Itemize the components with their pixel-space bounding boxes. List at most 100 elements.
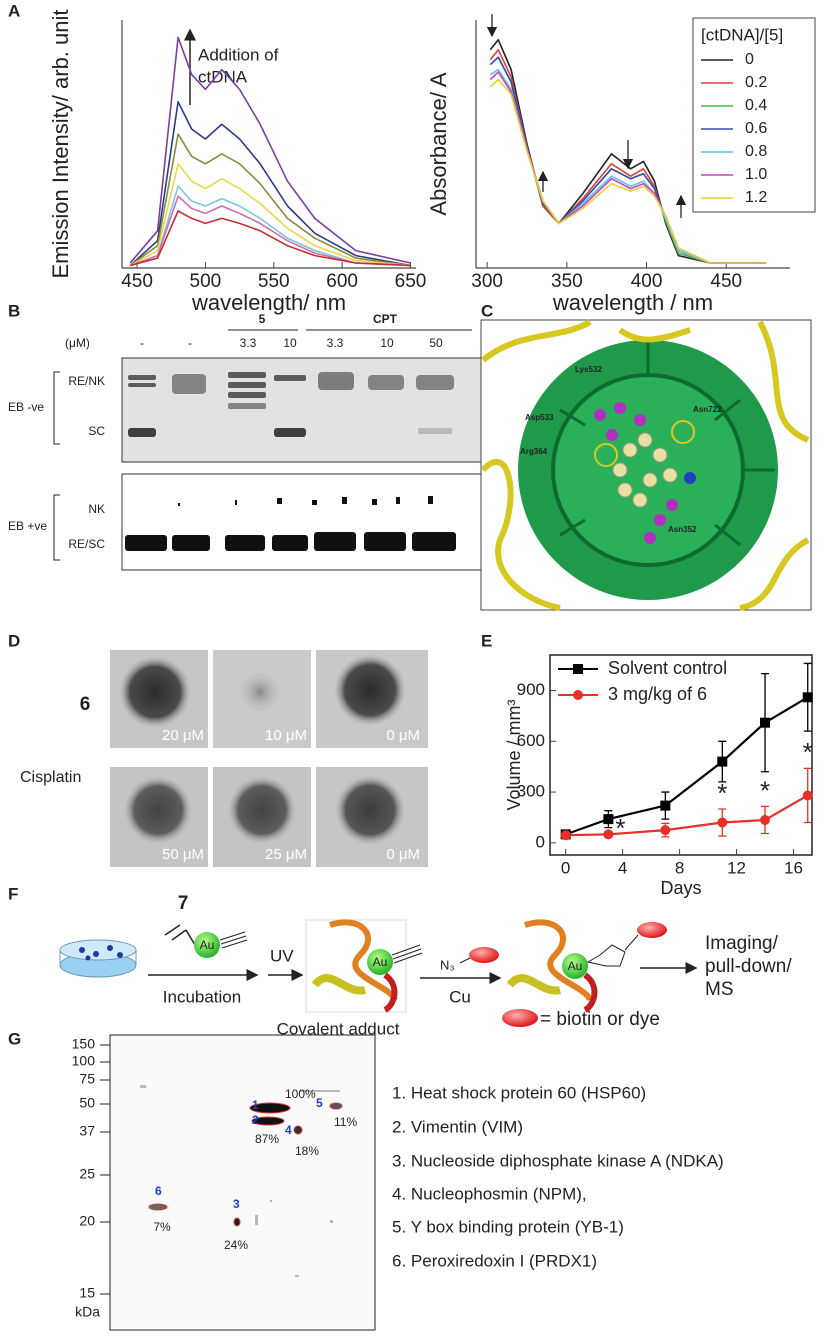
legend-marker — [573, 690, 583, 700]
residue-label: Lys532 — [575, 365, 602, 374]
product-label: Covalent adduct — [277, 1019, 400, 1038]
gel-image — [109, 1034, 376, 1331]
series-line — [129, 185, 411, 267]
concentration: 0 μM — [386, 846, 420, 863]
metal-label: Au — [200, 938, 215, 952]
marker — [603, 814, 614, 825]
x-axis-label: Days — [660, 878, 701, 898]
arrows — [486, 14, 687, 218]
significance: * — [760, 775, 770, 805]
marker — [760, 717, 771, 728]
group-label: EB +ve — [8, 519, 47, 533]
legend-label: Solvent control — [608, 658, 727, 678]
x-tick-label: 500 — [190, 271, 222, 292]
series-line — [129, 101, 411, 267]
marker — [560, 830, 571, 841]
lane-label: 3.3 — [240, 336, 257, 350]
spots — [148, 1102, 343, 1227]
scheme-f: 7 Au Incubation UV Au Covalent adduct N₃… — [59, 893, 792, 1038]
panel-label: A — [8, 1, 20, 20]
spot-percent: 24% — [224, 1238, 248, 1252]
x-tick-label: 0 — [561, 858, 570, 877]
spot-percent: 7% — [153, 1220, 171, 1234]
protein-item: 4. Nucleophosmin (NPM), — [392, 1184, 587, 1203]
bands — [128, 372, 454, 437]
spot-id: 1 — [252, 1098, 259, 1112]
outcome: MS — [705, 979, 734, 1000]
spot-id: 2 — [252, 1113, 259, 1127]
marker — [717, 756, 728, 767]
x-tick-label: 8 — [675, 858, 684, 877]
marker — [802, 692, 813, 703]
tag — [469, 947, 499, 963]
y-tick-label: 900 — [517, 680, 545, 699]
residue-label: Asn352 — [668, 525, 697, 534]
legend-label: 0 — [745, 51, 754, 68]
annotation: Addition of — [198, 45, 279, 64]
tag-legend: = biotin or dye — [540, 1009, 660, 1030]
concentration: 0 μM — [386, 727, 420, 744]
protein — [311, 919, 398, 1013]
bracket — [53, 371, 60, 445]
panel-label: D — [8, 631, 20, 650]
compound-header: CPT — [373, 312, 398, 326]
lane-label: 10 — [380, 336, 394, 350]
alkyne — [391, 944, 423, 964]
legend-label: 1.0 — [745, 166, 767, 183]
structure-c: Lys532 Asn722 Asp533 Arg364 Asn352 — [480, 319, 812, 611]
gel-image — [121, 473, 489, 571]
panel-label: B — [8, 301, 20, 320]
legend-label: 0.6 — [745, 120, 767, 137]
x-tick-label: 650 — [395, 271, 427, 292]
lane-label: 3.3 — [327, 336, 344, 350]
protein-item: 5. Y box binding protein (YB-1) — [392, 1217, 624, 1236]
lane-label: 10 — [283, 336, 297, 350]
diazirine — [164, 924, 196, 946]
mw-unit: kDa — [75, 1304, 100, 1320]
band-label: NK — [88, 502, 105, 516]
atom — [684, 472, 696, 484]
azide: N₃ — [440, 957, 455, 972]
bond — [459, 957, 471, 964]
marker — [603, 829, 614, 840]
tick-marks — [100, 1044, 110, 1295]
row-label: 6 — [80, 694, 91, 715]
step-label: Cu — [449, 987, 471, 1006]
series-line — [565, 696, 809, 836]
legend-label: 1.2 — [745, 189, 767, 206]
series-line — [565, 794, 809, 837]
protein-ribbons — [480, 319, 810, 611]
compound-number: 7 — [178, 893, 189, 914]
x-tick-label: 16 — [784, 858, 803, 877]
x-tick-label: 450 — [710, 271, 742, 292]
y-tick-label: 300 — [517, 782, 545, 801]
unit: (μM) — [65, 336, 90, 350]
bracket — [53, 494, 60, 561]
ligand — [594, 402, 678, 544]
band-label: RE/NK — [68, 374, 105, 388]
mw-tick: 100 — [72, 1053, 96, 1069]
spheroid — [124, 776, 192, 844]
outcome: pull-down/ — [705, 956, 792, 977]
x-tick-label: 350 — [551, 271, 583, 292]
ring — [594, 443, 618, 467]
spot-percent: 11% — [334, 1115, 357, 1129]
cells — [79, 945, 123, 961]
step-label: UV — [270, 946, 294, 965]
panel-label: G — [8, 1029, 21, 1048]
plot-frame — [549, 654, 813, 856]
tag — [637, 922, 667, 938]
spheroid — [236, 668, 284, 716]
mw-tick: 75 — [79, 1071, 95, 1087]
concentration: 20 μM — [162, 727, 204, 744]
group-label: EB -ve — [8, 400, 44, 414]
panel-label: F — [8, 884, 18, 903]
protein-item: 6. Peroxiredoxin I (PRDX1) — [392, 1251, 597, 1270]
x-axis-label: wavelength / nm — [552, 290, 713, 315]
spot-id: 3 — [233, 1197, 240, 1211]
lane-label: - — [140, 336, 144, 350]
series-line — [129, 195, 411, 267]
